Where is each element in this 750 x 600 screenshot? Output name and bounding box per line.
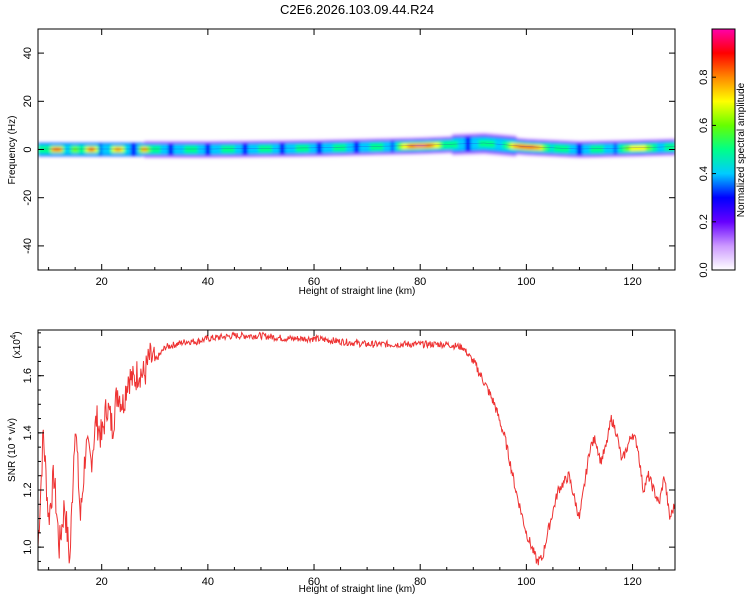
- spectrogram-x-ticks: 20 40 60 80 100 120: [48, 29, 660, 288]
- colorbar-tick-label: 0.0: [698, 262, 710, 277]
- x-tick-label: 80: [414, 276, 426, 288]
- snr-frame: [37, 329, 676, 571]
- snr-x-label: Height of straight line (km): [299, 584, 416, 595]
- colorbar: 0.0 0.2 0.4 0.6 0.8 Normalized spectral ampl…: [698, 28, 747, 278]
- colorbar-ticks: 0.0 0.2 0.4 0.6 0.8: [698, 70, 716, 278]
- snr-multiplier-close: ): [12, 331, 23, 334]
- x-tick-label: 20: [96, 576, 108, 588]
- y-tick-label: 1.2: [22, 482, 34, 497]
- y-tick-label: 20: [22, 95, 34, 107]
- snr-panel: 20 40 60 80 100 120 1.0 1.2 1.4 1.6 Height of st…: [7, 329, 676, 595]
- y-tick-label: 0: [22, 146, 34, 152]
- x-tick-label: 100: [517, 276, 535, 288]
- spectrogram-panel: 20 40 60 80 100 120 -40 -20 0 20 40 Height of str…: [7, 28, 676, 297]
- heatmap-cells: [38, 132, 675, 158]
- colorbar-tick-label: 0.2: [698, 214, 710, 229]
- y-tick-label: -40: [22, 238, 34, 254]
- colorbar-label: Normalized spectral amplitude: [736, 82, 747, 217]
- y-tick-label: 1.6: [22, 368, 34, 383]
- snr-y-ticks: 1.0 1.2 1.4 1.6: [22, 332, 675, 562]
- spectrogram-y-label: Frequency (Hz): [7, 116, 18, 185]
- colorbar-tick-label: 0.6: [698, 118, 710, 133]
- x-tick-label: 80: [414, 576, 426, 588]
- y-tick-label: -20: [22, 190, 34, 206]
- x-tick-label: 100: [517, 576, 535, 588]
- x-tick-label: 40: [202, 576, 214, 588]
- chart-title: C2E6.2026.103.09.44.R24: [280, 2, 434, 17]
- x-tick-label: 120: [623, 276, 641, 288]
- colorbar-bar: [711, 28, 736, 271]
- x-tick-label: 20: [96, 276, 108, 288]
- snr-line: [38, 330, 675, 566]
- snr-multiplier-exp: 4: [9, 334, 18, 339]
- y-tick-label: 1.4: [22, 425, 34, 440]
- snr-x-ticks: 20 40 60 80 100 120: [48, 330, 660, 588]
- x-tick-label: 60: [308, 576, 320, 588]
- spectrogram-y-ticks: -40 -20 0 20 40: [22, 47, 675, 254]
- spectrogram-heatmap: [38, 132, 675, 158]
- spectrogram-x-label: Height of straight line (km): [299, 286, 416, 297]
- y-tick-label: 1.0: [22, 539, 34, 554]
- x-tick-label: 60: [308, 276, 320, 288]
- colorbar-tick-label: 0.8: [698, 70, 710, 85]
- snr-multiplier-base: (x10: [12, 339, 23, 359]
- colorbar-tick-label: 0.4: [698, 166, 710, 181]
- snr-multiplier: (x104): [9, 331, 23, 358]
- snr-plot-area: [38, 330, 675, 570]
- ridge-centerline: [38, 142, 675, 150]
- y-tick-label: 40: [22, 47, 34, 59]
- x-tick-label: 40: [202, 276, 214, 288]
- x-tick-label: 120: [623, 576, 641, 588]
- snr-y-label: SNR (10 * v/v): [7, 418, 18, 482]
